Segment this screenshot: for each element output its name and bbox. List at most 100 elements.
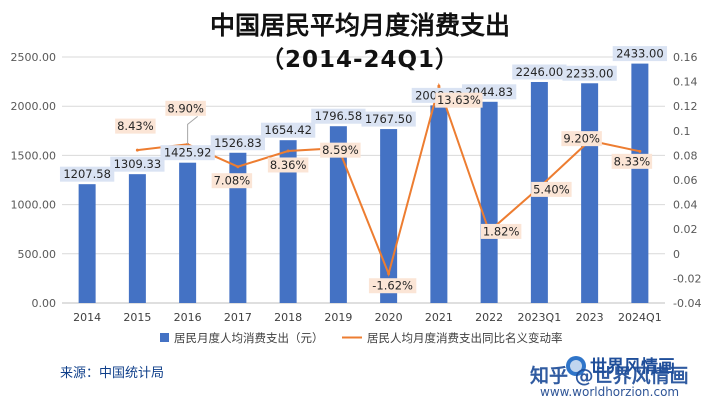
y-left-tick-label: 1000.00 <box>11 199 57 212</box>
line-point <box>437 84 441 88</box>
line-value-label: 13.63% <box>437 93 481 107</box>
y-right-tick-label: 0.02 <box>673 223 698 236</box>
x-tick-label: 2016 <box>174 311 202 324</box>
bar <box>631 63 649 303</box>
chart-subtitle: （2014-24Q1） <box>260 47 460 73</box>
bar-value-label-bg <box>160 145 215 161</box>
watermark-logo-icon <box>566 356 586 376</box>
line-value-label: 8.59% <box>322 143 359 157</box>
bar <box>229 152 247 303</box>
bar-value-label-bg <box>260 122 316 138</box>
y-left-tick-label: 2000.00 <box>11 100 57 113</box>
bar <box>329 126 347 304</box>
x-tick-label: 2021 <box>425 311 453 324</box>
chart-title: 中国居民平均月度消费支出 <box>209 11 510 40</box>
line-value-label: 7.08% <box>214 174 251 188</box>
bar-value-label-bg <box>210 135 266 151</box>
line-value-label-bg <box>165 100 206 116</box>
bar-value-label-bg <box>311 108 366 124</box>
bar-value-label: 2433.00 <box>616 47 664 61</box>
leader-line <box>187 115 198 145</box>
legend-swatch-bars <box>160 333 169 342</box>
x-tick-label: 2024Q1 <box>618 311 662 324</box>
x-tick-label: 2018 <box>274 311 302 324</box>
y-right-tick-label: 0.14 <box>673 76 698 89</box>
y-right-tick-label: 0.12 <box>673 100 698 113</box>
x-tick-label: 2023Q1 <box>518 311 562 324</box>
bar <box>430 105 448 303</box>
legend-label-bars: 居民月度人均消费支出（元） <box>174 331 324 345</box>
x-tick-label: 2019 <box>324 311 352 324</box>
source-note: 来源：中国统计局 <box>60 366 165 381</box>
line-value-label-bg <box>531 181 572 197</box>
y-right-tick-label: 0.04 <box>673 199 698 212</box>
line-point <box>236 165 240 169</box>
line-value-label-bg <box>611 153 653 169</box>
x-tick-label: 2023 <box>576 311 604 324</box>
line-value-label-bg <box>561 131 602 147</box>
line-value-label-bg <box>267 157 309 173</box>
watermark-brand: 世界风情画 <box>590 357 675 377</box>
bar-value-label: 1526.83 <box>214 136 262 150</box>
y-right-tick-label: 0.08 <box>673 149 698 162</box>
bar-value-label: 1654.42 <box>264 123 312 137</box>
bar-value-label-bg <box>612 46 668 62</box>
bar-value-label: 2233.00 <box>566 66 614 80</box>
bar <box>380 129 398 303</box>
y-left-tick-label: 2500.00 <box>11 51 57 64</box>
x-tick-label: 2017 <box>224 311 252 324</box>
line-value-label: 5.40% <box>533 182 570 196</box>
y-right-tick-label: -0.04 <box>673 297 701 310</box>
line-point <box>387 272 391 276</box>
y-right-tick-label: -0.02 <box>673 272 701 285</box>
bar <box>279 140 297 303</box>
x-tick-label: 2015 <box>123 311 151 324</box>
x-tick-label: 2022 <box>475 311 503 324</box>
line-point <box>135 148 139 152</box>
x-tick-label: 2020 <box>375 311 403 324</box>
line-value-label: 8.43% <box>117 119 154 133</box>
bar-value-label: 1425.92 <box>164 146 212 160</box>
bar-value-label-bg <box>512 64 567 80</box>
bar-value-label-bg <box>110 156 165 172</box>
y-left-tick-label: 0.00 <box>32 297 57 310</box>
line-value-label-bg <box>320 142 361 158</box>
bar <box>581 83 599 303</box>
y-right-tick-label: 0.16 <box>673 51 698 64</box>
bar-value-label-bg <box>562 65 617 81</box>
y-right-tick-label: 0 <box>673 248 680 261</box>
bar-value-label: 1796.58 <box>315 109 363 123</box>
bar-value-label-bg <box>59 166 115 182</box>
legend-label-line: 居民人均月度消费支出同比名义变动率 <box>367 331 563 345</box>
line-value-label: -1.62% <box>372 279 413 293</box>
bar <box>78 184 96 303</box>
y-right-tick-label: 0.06 <box>673 174 698 187</box>
bar <box>480 101 498 303</box>
line-value-label: 8.36% <box>270 158 307 172</box>
bar-value-label-bg <box>361 111 416 127</box>
watermark-zhihu: 知乎 @世界风情画 <box>530 365 689 387</box>
line-value-label: 8.90% <box>167 101 204 115</box>
bar-value-label: 2246.00 <box>516 65 564 79</box>
watermark-url: www.worldhorzion.com <box>540 385 680 399</box>
line-point <box>286 149 290 153</box>
bar-value-label: 1309.33 <box>114 157 162 171</box>
line-value-label: 1.82% <box>483 224 520 238</box>
bar-value-label: 1207.58 <box>63 167 111 181</box>
bar <box>128 174 146 303</box>
y-left-tick-label: 500.00 <box>18 248 57 261</box>
line-value-label-bg <box>480 223 522 239</box>
line-value-label-bg <box>435 92 483 108</box>
line-value-label: 9.20% <box>563 132 600 146</box>
line-value-label-bg <box>115 118 156 134</box>
line-value-label-bg <box>211 173 253 189</box>
line-value-label-bg <box>368 278 417 294</box>
line-value-label: 8.33% <box>614 154 651 168</box>
line-point <box>638 149 642 153</box>
y-right-tick-label: 0.1 <box>673 125 691 138</box>
y-left-tick-label: 1500.00 <box>11 149 57 162</box>
x-tick-label: 2014 <box>73 311 101 324</box>
bar <box>179 162 197 303</box>
bar-value-label: 1767.50 <box>365 112 413 126</box>
